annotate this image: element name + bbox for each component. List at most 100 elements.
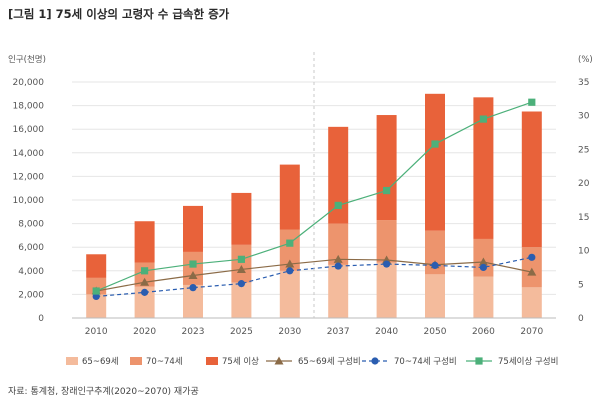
y-left-tick-label: 8,000 <box>18 220 44 230</box>
bar-65~69세-2025 <box>231 282 252 318</box>
bar-70~74세-2070 <box>521 247 542 288</box>
axes: 0 2,000 4,000 6,000 8,000 10,000 12,000 14,000 1… <box>8 52 593 337</box>
line-75세이상 구성비 <box>95 101 532 292</box>
source-note: 자료: 통계청, 장래인구추계(2020~2070) 재가공 <box>8 387 199 397</box>
point-75세이상 구성비-2030 <box>286 239 294 247</box>
bar-75세 이상-2010 <box>86 254 107 278</box>
y-left-tick-label: 6,000 <box>18 243 44 253</box>
point-70~74세 구성비-2025 <box>237 280 245 288</box>
point-65~69세 구성비-2025 <box>236 264 246 273</box>
point-75세이상 구성비-2037 <box>334 201 342 209</box>
x-tick-label: 2040 <box>375 327 398 337</box>
point-70~74세 구성비-2023 <box>189 284 197 292</box>
point-70~74세 구성비-2030 <box>286 267 294 275</box>
point-75세이상 구성비-2010 <box>92 287 100 295</box>
point-70~74세 구성비-2037 <box>334 262 342 270</box>
y-left-tick-label: 12,000 <box>13 172 45 182</box>
legend-label: 75세이상 구성비 <box>498 356 558 367</box>
bar-series <box>86 93 542 318</box>
y-right-axis-title: (%) <box>578 55 593 65</box>
legend-marker-70~74세 구성비 <box>371 357 379 365</box>
legend-swatch-70~74세 <box>130 357 142 365</box>
y-right-tick-label: 35 <box>578 78 589 88</box>
bar-65~69세-2060 <box>473 276 494 318</box>
x-tick-label: 2060 <box>472 327 495 337</box>
x-tick-label: 2070 <box>520 327 543 337</box>
y-right-tick-label: 25 <box>578 145 589 155</box>
x-tick-label: 2030 <box>278 327 301 337</box>
y-left-tick-label: 18,000 <box>13 102 45 112</box>
legend-label: 65~69세 <box>82 357 119 367</box>
bar-65~69세-2040 <box>376 262 397 318</box>
x-tick-label: 2010 <box>85 327 108 337</box>
bar-75세 이상-2030 <box>279 164 300 230</box>
line-series <box>91 98 537 301</box>
bar-75세 이상-2040 <box>376 115 397 221</box>
point-65~69세 구성비-2037 <box>333 254 343 263</box>
legend-label: 65~69세 구성비 <box>298 357 361 367</box>
point-65~69세 구성비-2030 <box>285 259 295 268</box>
x-tick-label: 2023 <box>182 327 205 337</box>
point-70~74세 구성비-2060 <box>479 263 487 272</box>
y-left-tick-label: 20,000 <box>13 78 45 88</box>
bar-75세 이상-2060 <box>473 97 494 239</box>
x-tick-label: 2037 <box>327 327 350 337</box>
bar-65~69세-2030 <box>279 270 300 318</box>
bar-65~69세-2010 <box>86 294 107 318</box>
x-tick-label: 2050 <box>424 327 447 337</box>
point-75세이상 구성비-2040 <box>383 186 391 195</box>
bar-65~69세-2050 <box>425 274 445 318</box>
y-right-tick-label: 30 <box>578 112 590 122</box>
point-75세이상 구성비-2060 <box>479 115 487 123</box>
y-left-tick-label: 16,000 <box>13 125 45 135</box>
point-65~69세 구성비-2070 <box>527 267 537 276</box>
bar-75세 이상-2050 <box>425 93 445 231</box>
bar-65~69세-2070 <box>521 287 542 318</box>
y-left-axis-title: 인구(천명) <box>8 54 46 65</box>
bar-70~74세-2037 <box>328 223 349 265</box>
legend-label: 70~74세 <box>146 357 183 367</box>
legend-swatch-75세 이상 <box>206 357 218 365</box>
point-75세이상 구성비-2025 <box>237 255 245 263</box>
point-75세이상 구성비-2050 <box>431 140 439 148</box>
legend-label: 70~74세 구성비 <box>394 357 457 367</box>
y-left-tick-label: 0 <box>38 314 44 324</box>
legend-marker-65~69세 구성비 <box>274 356 284 365</box>
y-right-tick-label: 15 <box>578 213 589 223</box>
point-65~69세 구성비-2060 <box>478 257 488 266</box>
y-right-tick-label: 0 <box>578 314 584 324</box>
point-70~74세 구성비-2050 <box>431 261 439 270</box>
point-75세이상 구성비-2070 <box>528 98 536 106</box>
bar-70~74세-2020 <box>134 262 155 287</box>
line-65~69세 구성비 <box>96 258 532 292</box>
bar-65~69세-2023 <box>183 284 203 318</box>
y-right-tick-label: 5 <box>578 280 584 290</box>
x-tick-label: 2020 <box>133 327 156 337</box>
bar-65~69세-2020 <box>134 286 155 318</box>
legend: 65~69세 70~74세 75세 이상 65~69세 구성비 70~74세 구성비 75… <box>66 356 558 367</box>
bar-70~74세-2023 <box>183 251 203 285</box>
legend-swatch-65~69세 <box>66 357 78 365</box>
point-75세이상 구성비-2020 <box>141 267 149 275</box>
bar-75세 이상-2037 <box>328 126 349 224</box>
point-70~74세 구성비-2020 <box>141 288 149 296</box>
legend-marker-75세이상 구성비 <box>475 357 483 365</box>
y-left-tick-label: 14,000 <box>13 149 45 159</box>
bar-75세 이상-2025 <box>231 192 252 245</box>
point-75세이상 구성비-2023 <box>189 260 197 268</box>
y-left-tick-label: 4,000 <box>18 267 44 277</box>
point-65~69세 구성비-2023 <box>188 271 198 280</box>
bar-70~74세-2025 <box>231 244 252 283</box>
legend-label: 75세 이상 <box>222 356 259 367</box>
y-left-tick-label: 10,000 <box>13 196 45 206</box>
x-tick-label: 2025 <box>230 327 253 337</box>
y-right-tick-label: 20 <box>578 179 590 189</box>
y-right-tick-label: 10 <box>578 247 590 257</box>
bar-75세 이상-2020 <box>134 221 155 263</box>
bar-70~74세-2050 <box>425 230 445 275</box>
point-70~74세 구성비-2040 <box>383 260 391 268</box>
bar-75세 이상-2070 <box>521 111 542 248</box>
point-70~74세 구성비-2070 <box>528 253 536 261</box>
y-left-tick-label: 2,000 <box>18 290 44 300</box>
